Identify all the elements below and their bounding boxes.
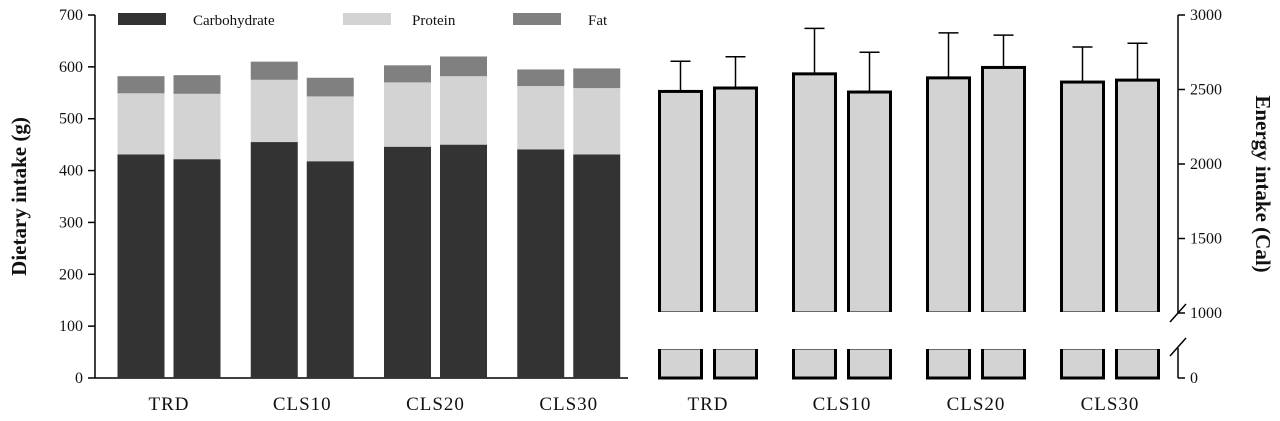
right-y-tick-label: 1500 [1190,231,1222,248]
left-category-label: CLS20 [406,394,465,415]
energy-bar-break-gap [1058,312,1107,315]
energy-bar-upper [713,86,758,315]
left-y-axis-title: Dietary intake (g) [7,117,31,276]
legend-label-protein: Protein [412,13,456,29]
left-category-label: CLS30 [539,394,598,415]
bar-segment-fat [250,61,298,80]
energy-bar-lower [713,346,758,380]
energy-bar-break-gap [979,346,1028,349]
left-y-tick-label: 100 [59,318,83,335]
energy-bar-break-gap [790,312,839,315]
energy-bar-break-gap [656,312,705,315]
energy-bar-break-gap [924,312,973,315]
legend-swatch-fat [513,13,561,25]
bar-segment-protein [173,93,221,160]
energy-bar-upper [926,76,971,315]
bar-segment-fat [573,68,621,89]
bar-segment-carbohydrate [517,149,565,378]
energy-bar-upper [981,65,1026,315]
energy-bar-lower [792,346,837,380]
legend-swatch-protein [343,13,391,25]
bar-segment-carbohydrate [250,142,298,378]
energy-bar-upper [658,89,703,315]
bar-segment-fat [117,76,165,94]
bar-segment-protein [306,96,354,162]
bar-segment-protein [440,76,487,145]
energy-bar-lower [981,346,1026,380]
left-y-tick-label: 300 [59,214,83,231]
right-y-tick-label: 0 [1190,370,1198,387]
bar-segment-carbohydrate [573,154,621,378]
left-category-label: TRD [149,394,190,415]
energy-bar-break-gap [979,312,1028,315]
right-category-label: CLS10 [813,394,872,415]
energy-bar-lower [1060,346,1105,380]
left-category-label: CLS10 [273,394,332,415]
energy-bar-break-gap [1113,346,1162,349]
left-y-tick-label: 0 [75,370,83,387]
energy-bar-break-gap [790,346,839,349]
left-y-tick-label: 500 [59,111,83,128]
right-category-label: TRD [688,394,729,415]
right-y-tick-label: 2000 [1190,156,1222,173]
legend-swatch-carbohydrate [118,13,166,25]
energy-bar-break-gap [845,346,894,349]
bar-segment-protein [573,88,621,155]
energy-bar-lower [926,346,971,380]
bar-segment-fat [517,69,565,87]
left-y-tick-label: 400 [59,163,83,180]
left-y-tick-label: 600 [59,59,83,76]
bar-segment-protein [384,82,431,147]
energy-bar-break-gap [656,346,705,349]
bar-segment-fat [440,56,487,77]
energy-bar-lower [1115,346,1160,380]
bar-segment-protein [117,93,165,155]
right-category-label: CLS20 [947,394,1006,415]
bar-segment-fat [173,75,221,94]
energy-bar-break-gap [711,346,760,349]
right-category-label: CLS30 [1081,394,1140,415]
bar-segment-protein [517,86,565,150]
legend-label-fat: Fat [588,13,608,29]
bar-segment-fat [384,65,431,83]
bar-segment-protein [250,79,298,143]
energy-bar-upper [1060,80,1105,315]
bar-segment-carbohydrate [384,146,431,378]
left-y-tick-label: 700 [59,7,83,24]
bar-segment-carbohydrate [117,154,165,378]
energy-bar-break-gap [1113,312,1162,315]
energy-bar-break-gap [924,346,973,349]
bar-segment-carbohydrate [306,161,354,378]
energy-bar-break-gap [1058,346,1107,349]
bar-segment-fat [306,77,354,97]
energy-bar-lower [847,346,892,380]
legend-label-carbohydrate: Carbohydrate [193,13,275,29]
axis-break-mark-lower [1169,337,1187,357]
left-y-tick-label: 200 [59,266,83,283]
right-y-tick-label: 2500 [1190,82,1222,99]
energy-bar-lower [658,346,703,380]
energy-bar-break-gap [845,312,894,315]
energy-bar-break-gap [711,312,760,315]
right-y-tick-label: 3000 [1190,7,1222,24]
right-y-tick-label: 1000 [1190,305,1222,322]
bar-segment-carbohydrate [440,144,487,378]
energy-bar-upper [792,72,837,315]
bar-segment-carbohydrate [173,159,221,378]
energy-bar-upper [1115,78,1160,315]
energy-bar-upper [847,90,892,315]
right-y-axis-title: Energy intake (Cal) [1251,95,1275,272]
